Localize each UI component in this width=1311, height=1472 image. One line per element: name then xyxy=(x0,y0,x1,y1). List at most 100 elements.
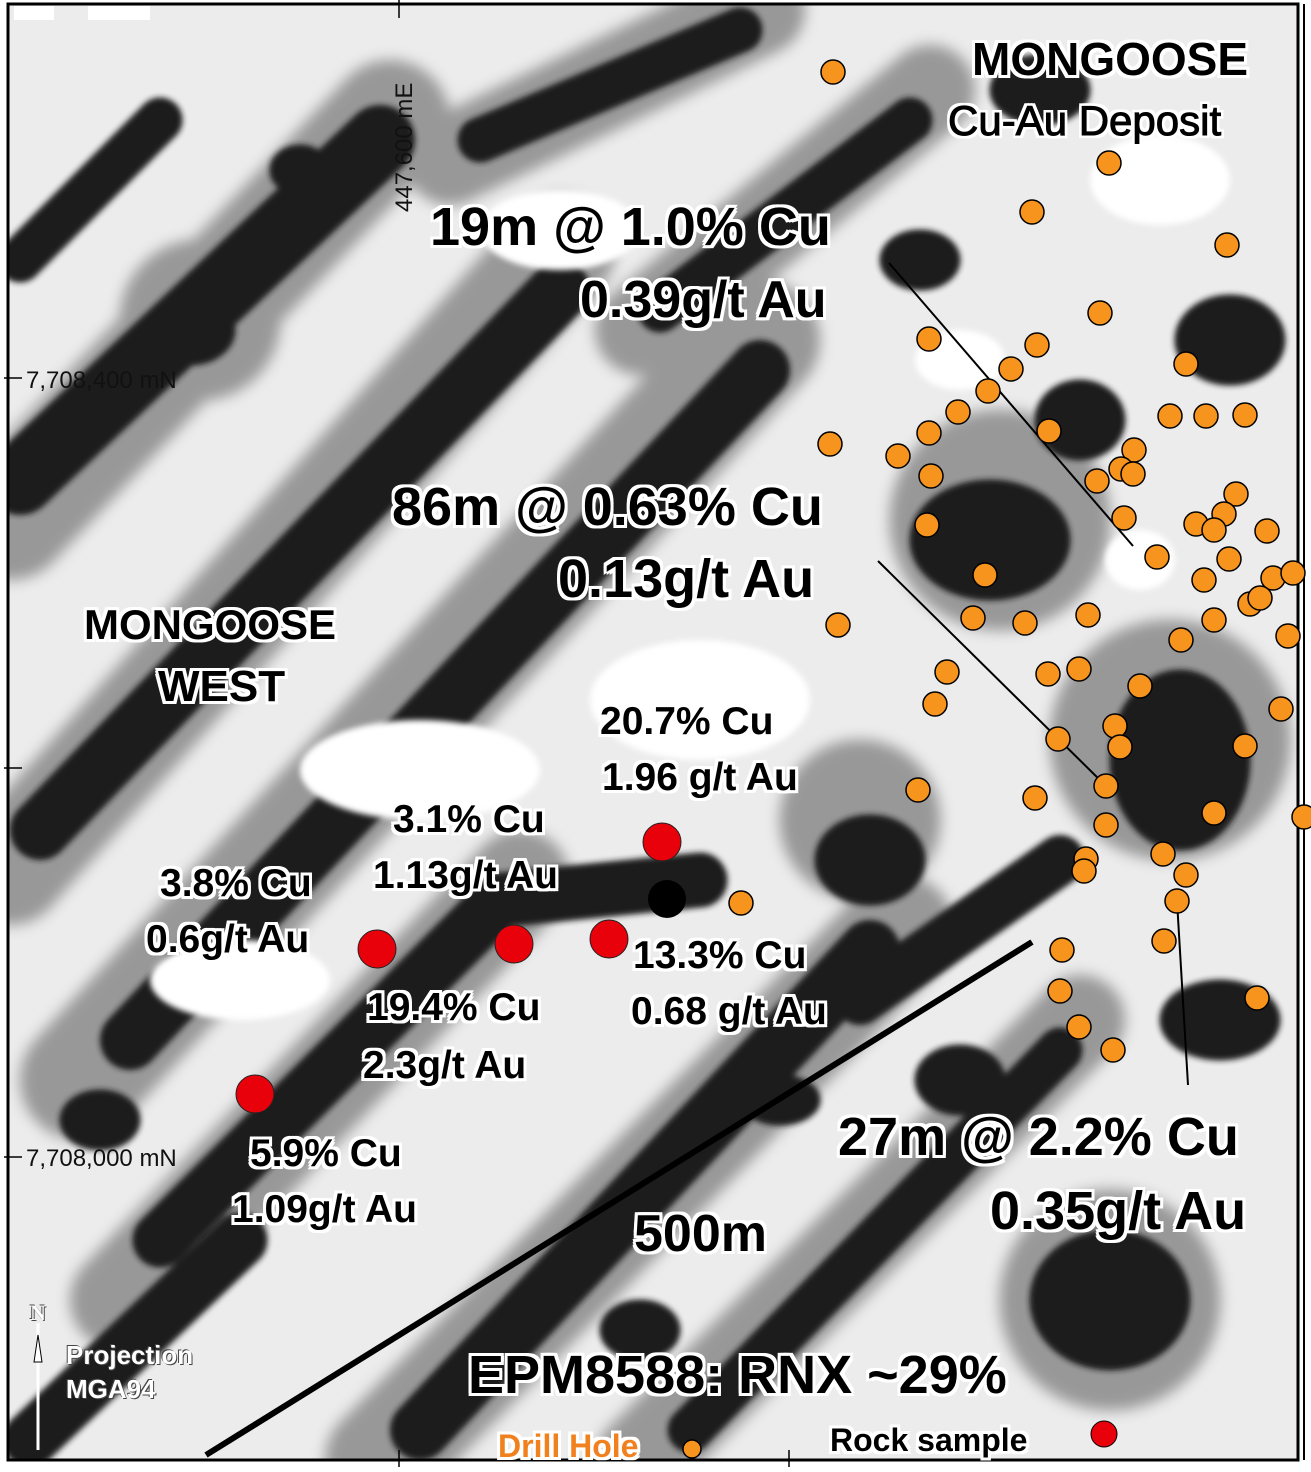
drill-trace-2 xyxy=(877,560,1107,787)
legend-drill-hole-label: Drill Hole xyxy=(498,1428,639,1464)
drill-hole-marker xyxy=(1012,610,1038,636)
drill-hole-marker xyxy=(1223,481,1249,507)
drill-hole-marker xyxy=(914,512,940,538)
drill-holes xyxy=(728,59,1311,1063)
mongoose-west-title-2: WEST xyxy=(158,662,286,711)
legend-rock-sample-label: Rock sample xyxy=(830,1422,1028,1458)
scale-label: 500m xyxy=(634,1205,767,1263)
drill-hole-marker xyxy=(1232,402,1258,428)
mongoose-west-title-1: MONGOOSE xyxy=(84,601,337,648)
drill-hole-marker xyxy=(1214,232,1240,258)
drill-hole-marker xyxy=(1096,150,1122,176)
intercept-1-line-1: 19m @ 1.0% Cu xyxy=(430,197,831,257)
drill-hole-marker xyxy=(728,890,754,916)
drill-hole-marker xyxy=(1107,734,1133,760)
drill-hole-marker xyxy=(1120,461,1146,487)
drill-hole-marker xyxy=(1019,199,1045,225)
drill-trace-1 xyxy=(888,262,1134,547)
drill-hole-marker xyxy=(1071,858,1097,884)
projection-label-1: Projection xyxy=(66,1340,194,1370)
sample-1-cu: 20.7% Cu xyxy=(600,700,774,743)
drill-hole-marker xyxy=(1093,773,1119,799)
projection-label-2: MGA94 xyxy=(66,1374,156,1404)
drill-hole-marker xyxy=(885,443,911,469)
drill-hole-marker xyxy=(1268,696,1294,722)
sample-5-cu: 19.4% Cu xyxy=(367,986,541,1029)
drill-hole-marker xyxy=(1201,607,1227,633)
drill-hole-marker xyxy=(1087,300,1113,326)
drill-hole-marker xyxy=(1111,505,1137,531)
drill-hole-marker xyxy=(1024,332,1050,358)
drill-hole-marker xyxy=(1093,812,1119,838)
drill-hole-marker xyxy=(1127,673,1153,699)
sample-2-au: 1.13g/t Au xyxy=(373,854,558,897)
drill-hole-marker xyxy=(1232,733,1258,759)
sample-3-au: 0.6g/t Au xyxy=(146,918,310,961)
drill-hole-marker xyxy=(934,659,960,685)
intercept-3-line-1: 27m @ 2.2% Cu xyxy=(838,1107,1239,1167)
drill-hole-marker xyxy=(960,605,986,631)
northing-bottom-label: 7,708,000 mN xyxy=(26,1145,177,1172)
drill-hole-marker xyxy=(1201,800,1227,826)
drill-hole-marker xyxy=(1066,656,1092,682)
easting-label: 447,600 mE xyxy=(391,82,418,212)
drill-hole-marker xyxy=(1168,627,1194,653)
north-arrow-head xyxy=(33,1334,43,1363)
drill-hole-marker xyxy=(1075,602,1101,628)
drill-hole-marker xyxy=(825,612,851,638)
sample-6-cu: 5.9% Cu xyxy=(250,1132,402,1175)
scale-bar xyxy=(204,939,1034,1458)
drill-hole-marker xyxy=(1144,544,1170,570)
drill-hole-marker xyxy=(1066,1014,1092,1040)
drill-hole-marker xyxy=(1151,928,1177,954)
drill-hole-marker xyxy=(1045,726,1071,752)
drill-hole-marker xyxy=(918,463,944,489)
drill-hole-marker xyxy=(1022,785,1048,811)
drill-hole-marker xyxy=(905,777,931,803)
epm-title: EPM8588: RNX ~29% xyxy=(468,1345,1007,1405)
drill-hole-marker xyxy=(1275,623,1301,649)
drill-hole-marker xyxy=(922,691,948,717)
sample-3-cu: 3.8% Cu xyxy=(160,862,312,905)
rock-sample-marker xyxy=(494,924,534,964)
drill-hole-marker xyxy=(972,562,998,588)
drill-hole-marker xyxy=(1191,567,1217,593)
drill-hole-marker xyxy=(975,378,1001,404)
drill-hole-marker xyxy=(1193,403,1219,429)
drill-hole-marker xyxy=(1049,937,1075,963)
sample-4-au: 0.68 g/t Au xyxy=(631,990,827,1033)
legend-drill-hole-symbol xyxy=(682,1439,702,1459)
drill-hole-marker xyxy=(1244,985,1270,1011)
intercept-2-line-1: 86m @ 0.63% Cu xyxy=(392,477,823,537)
sample-6-au: 1.09g/t Au xyxy=(232,1188,417,1231)
north-label: N xyxy=(30,1300,46,1325)
drill-hole-marker xyxy=(1216,546,1242,572)
drill-trace-3 xyxy=(1176,900,1189,1086)
drill-hole-marker xyxy=(916,420,942,446)
mongoose-title: MONGOOSE xyxy=(972,33,1249,85)
mongoose-subtitle: Cu-Au Deposit xyxy=(947,97,1222,144)
drill-hole-marker xyxy=(1084,468,1110,494)
sample-5-au: 2.3g/t Au xyxy=(363,1044,527,1087)
drill-hole-marker xyxy=(916,326,942,352)
drill-hole-marker xyxy=(1047,978,1073,1004)
rock-sample-marker xyxy=(235,1074,275,1114)
drill-hole-marker xyxy=(1150,841,1176,867)
drill-hole-marker xyxy=(820,59,846,85)
drill-hole-marker xyxy=(1201,517,1227,543)
drill-hole-marker xyxy=(1100,1037,1126,1063)
intercept-1-line-2: 0.39g/t Au xyxy=(580,271,827,329)
drill-hole-marker xyxy=(945,399,971,425)
intercept-2-line-2: 0.13g/t Au xyxy=(558,549,815,609)
sample-2-cu: 3.1% Cu xyxy=(393,798,545,841)
drill-hole-marker xyxy=(1164,888,1190,914)
rock-sample-marker xyxy=(642,822,682,862)
rock-sample-marker xyxy=(357,929,397,969)
rock-sample-marker xyxy=(589,919,629,959)
intercept-3-line-2: 0.35g/t Au xyxy=(990,1181,1247,1241)
sample-4-cu: 13.3% Cu xyxy=(633,934,807,977)
drill-hole-marker xyxy=(998,356,1024,382)
drill-hole-marker xyxy=(817,431,843,457)
